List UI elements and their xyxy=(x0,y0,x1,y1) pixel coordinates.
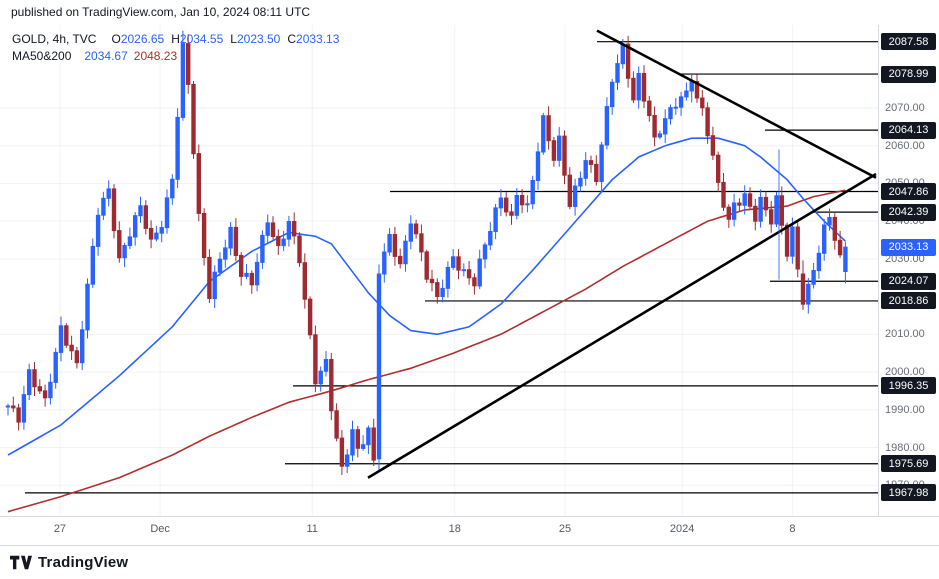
price-tick-label: 2030.00 xyxy=(885,252,925,265)
ohlc-value: 2026.65 xyxy=(120,32,165,46)
candles-up[interactable] xyxy=(5,30,848,473)
price-tick-label: 1990.00 xyxy=(885,403,925,416)
current-price-badge: 2033.13 xyxy=(881,238,936,256)
ohlc-value: 2033.13 xyxy=(296,32,340,46)
price-level-badge: 2047.86 xyxy=(881,183,936,201)
price-tick-label: 2070.00 xyxy=(885,101,925,114)
price-level-badge: 2042.39 xyxy=(881,203,936,221)
time-tick-label[interactable]: 11 xyxy=(306,523,318,535)
ma-label[interactable]: MA50&200 xyxy=(12,49,72,63)
legend-row-ohlc: GOLD, 4h, TVC O2026.65 H2034.55 L2023.50 C20… xyxy=(12,31,339,48)
price-level-badge: 2024.07 xyxy=(881,272,936,290)
price-level-badge: 2064.13 xyxy=(881,121,936,139)
ohlc-value: 2034.55 xyxy=(179,32,224,46)
tradingview-logo-icon[interactable] xyxy=(10,555,32,570)
time-tick-label[interactable]: 25 xyxy=(558,523,572,535)
trendlines[interactable] xyxy=(367,29,877,479)
price-level-badge: 2087.58 xyxy=(881,33,936,51)
price-level-badge: 1996.35 xyxy=(881,377,936,395)
time-tick-label[interactable]: 2024 xyxy=(669,523,695,535)
symbol-legend[interactable]: GOLD, 4h, TVC O2026.65 H2034.55 L2023.50 C20… xyxy=(12,31,339,65)
published-caption: published on TradingView.com, Jan 10, 20… xyxy=(11,5,311,19)
grid xyxy=(0,25,878,516)
time-tick-label[interactable]: 8 xyxy=(789,523,796,535)
ohlc-key: O xyxy=(111,32,121,46)
time-tick-label[interactable]: 27 xyxy=(53,523,67,535)
time-tick-label[interactable]: Dec xyxy=(150,523,170,535)
ma50-line[interactable] xyxy=(7,137,846,456)
ohlc-key: L xyxy=(230,32,237,46)
price-tick-label: 2010.00 xyxy=(885,328,925,341)
price-level-badge: 2078.99 xyxy=(881,65,936,83)
time-tick-label[interactable]: 18 xyxy=(448,523,461,535)
price-tick-label: 2000.00 xyxy=(885,366,925,379)
ma200-value: 2048.23 xyxy=(133,49,178,63)
candles-down[interactable] xyxy=(11,34,843,475)
tradingview-brand[interactable]: TradingView xyxy=(38,554,129,571)
price-tick-label: 2060.00 xyxy=(885,139,925,152)
ohlc-values: O2026.65 H2034.55 L2023.50 C2033.13 xyxy=(104,32,339,46)
symbol-title[interactable]: GOLD, 4h, TVC xyxy=(12,32,97,46)
price-level-badge: 2018.86 xyxy=(881,292,936,310)
price-tick-label: 1980.00 xyxy=(885,441,925,454)
ohlc-value: 2023.50 xyxy=(236,32,281,46)
legend-row-ma: MA50&200 2034.67 2048.23 xyxy=(12,48,339,65)
price-levels[interactable] xyxy=(25,41,878,494)
ohlc-key: C xyxy=(287,32,297,46)
ma50-value: 2034.67 xyxy=(84,49,128,63)
ohlc-key: H xyxy=(171,32,180,46)
ma200-line[interactable] xyxy=(7,189,846,513)
price-level-badge: 1975.69 xyxy=(881,455,936,473)
footer-bar: TradingView xyxy=(0,546,939,579)
price-level-badge: 1967.98 xyxy=(881,484,936,502)
